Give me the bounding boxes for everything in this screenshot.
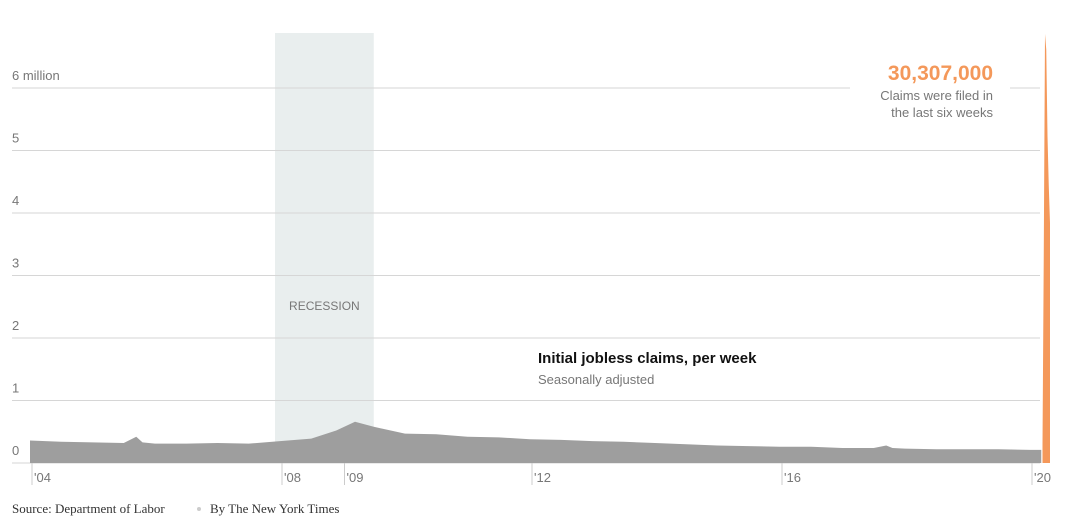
x-tick-label: '16 [784, 470, 801, 485]
x-tick-label: '08 [284, 470, 301, 485]
chart-title: Initial jobless claims, per week [538, 350, 757, 367]
annotation-headline: 30,307,000 [888, 62, 993, 85]
y-tick-label: 4 [12, 193, 19, 208]
annotation-backdrop [850, 55, 1010, 125]
x-tick-label: '20 [1034, 470, 1051, 485]
separator [197, 507, 201, 511]
x-tick-label: '09 [347, 470, 364, 485]
y-tick-label: 1 [12, 381, 19, 396]
y-tick-label: 2 [12, 318, 19, 333]
x-tick-label: '04 [34, 470, 51, 485]
y-tick-label: 6 million [12, 68, 60, 83]
source: Source: Department of Labor [12, 501, 165, 516]
chart-subtitle: Seasonally adjusted [538, 372, 654, 387]
x-tick-label: '12 [534, 470, 551, 485]
area [1042, 33, 1050, 463]
recession-band [275, 33, 374, 463]
y-tick-label: 3 [12, 256, 19, 271]
annotation-text: Claims were filed in [880, 88, 993, 103]
area [30, 421, 1042, 463]
byline: By The New York Times [210, 501, 339, 516]
recession-label: RECESSION [289, 299, 360, 313]
annotation-text: the last six weeks [891, 105, 993, 120]
y-tick-label: 5 [12, 131, 19, 146]
y-tick-label: 0 [12, 443, 19, 458]
